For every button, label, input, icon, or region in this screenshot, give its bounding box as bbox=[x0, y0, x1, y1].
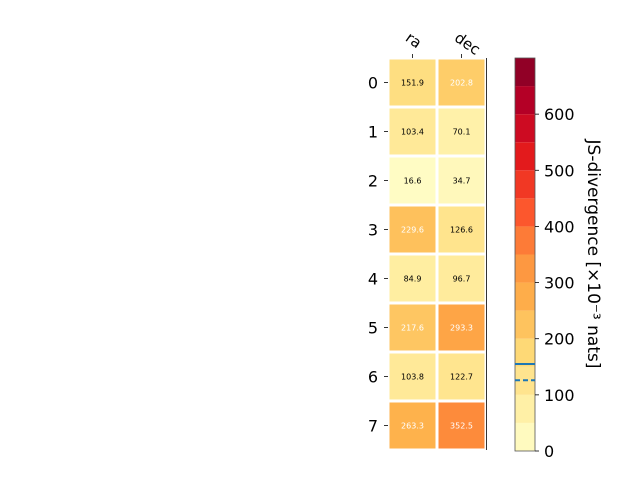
heatmap-cell bbox=[389, 157, 436, 204]
row-label: 6 bbox=[368, 368, 378, 387]
cell-value-label: 96.7 bbox=[453, 275, 471, 284]
row-label: 0 bbox=[368, 74, 378, 93]
cell-value-label: 202.8 bbox=[450, 79, 473, 88]
column-label: ra bbox=[402, 29, 425, 53]
colorbar-segment bbox=[515, 86, 535, 115]
row-label: 4 bbox=[368, 270, 378, 289]
row-label: 7 bbox=[368, 417, 378, 436]
cell-value-label: 352.5 bbox=[450, 422, 473, 431]
cell-value-label: 263.3 bbox=[401, 422, 424, 431]
colorbar-segment bbox=[515, 282, 535, 311]
heatmap-cell bbox=[438, 108, 485, 155]
cell-value-label: 103.4 bbox=[401, 128, 424, 137]
colorbar-tick-label: 500 bbox=[544, 161, 575, 180]
colorbar-segment bbox=[515, 422, 535, 451]
colorbar-tick-label: 300 bbox=[544, 274, 575, 293]
row-labels: 0 1 2 3 4 5 6 7 bbox=[368, 74, 388, 436]
colorbar-segment bbox=[515, 254, 535, 283]
heatmap-cell bbox=[389, 353, 436, 400]
colorbar-segment bbox=[515, 58, 535, 87]
colorbar-segment bbox=[515, 310, 535, 339]
cell-value-label: 16.6 bbox=[404, 177, 422, 186]
row-label: 5 bbox=[368, 319, 378, 338]
column-label: dec bbox=[451, 29, 483, 59]
column-labels: ra dec bbox=[402, 29, 483, 59]
row-label: 3 bbox=[368, 221, 378, 240]
row-label: 2 bbox=[368, 172, 378, 191]
cell-value-label: 103.8 bbox=[401, 373, 424, 382]
cell-value-label: 34.7 bbox=[453, 177, 471, 186]
heatmap-cells: 151.9 202.8 103.4 70.1 16.6 34.7 229.6 126.6 84.… bbox=[389, 59, 485, 449]
heatmap-cell bbox=[438, 304, 485, 351]
colorbar-frame bbox=[514, 57, 536, 452]
colorbar: 0 100 200 300 400 500 600 bbox=[514, 57, 575, 461]
colorbar-segment bbox=[515, 394, 535, 423]
heatmap-cell bbox=[438, 353, 485, 400]
colorbar-tick-label: 200 bbox=[544, 330, 575, 349]
heatmap-cell bbox=[389, 255, 436, 302]
colorbar-segment bbox=[515, 114, 535, 143]
colorbar-segment bbox=[515, 198, 535, 227]
heatmap-cell bbox=[389, 304, 436, 351]
heatmap-cell bbox=[389, 108, 436, 155]
cell-value-label: 122.7 bbox=[450, 373, 473, 382]
colorbar-segment bbox=[515, 338, 535, 367]
cell-value-label: 151.9 bbox=[401, 79, 424, 88]
heatmap-cell bbox=[389, 206, 436, 253]
cell-value-label: 229.6 bbox=[401, 226, 424, 235]
heatmap-cell bbox=[389, 59, 436, 106]
colorbar-segment bbox=[515, 170, 535, 199]
colorbar-segment bbox=[515, 226, 535, 255]
colorbar-tick-label: 600 bbox=[544, 105, 575, 124]
heatmap-cell bbox=[438, 206, 485, 253]
heatmap-cell bbox=[389, 402, 436, 449]
heatmap-cell bbox=[438, 59, 485, 106]
colorbar-tick-label: 100 bbox=[544, 386, 575, 405]
colorbar-label: JS-divergence [×10⁻³ nats] bbox=[583, 139, 603, 369]
row-label: 1 bbox=[368, 123, 378, 142]
colorbar-tick-label: 0 bbox=[544, 442, 554, 461]
cell-value-label: 217.6 bbox=[401, 324, 424, 333]
cell-value-label: 293.3 bbox=[450, 324, 473, 333]
colorbar-tick-label: 400 bbox=[544, 217, 575, 236]
heatmap-cell bbox=[438, 255, 485, 302]
cell-value-label: 84.9 bbox=[404, 275, 422, 284]
heatmap-cell bbox=[438, 157, 485, 204]
cell-value-label: 70.1 bbox=[453, 128, 471, 137]
colorbar-segment bbox=[515, 142, 535, 171]
cell-value-label: 126.6 bbox=[450, 226, 473, 235]
heatmap-cell bbox=[438, 402, 485, 449]
